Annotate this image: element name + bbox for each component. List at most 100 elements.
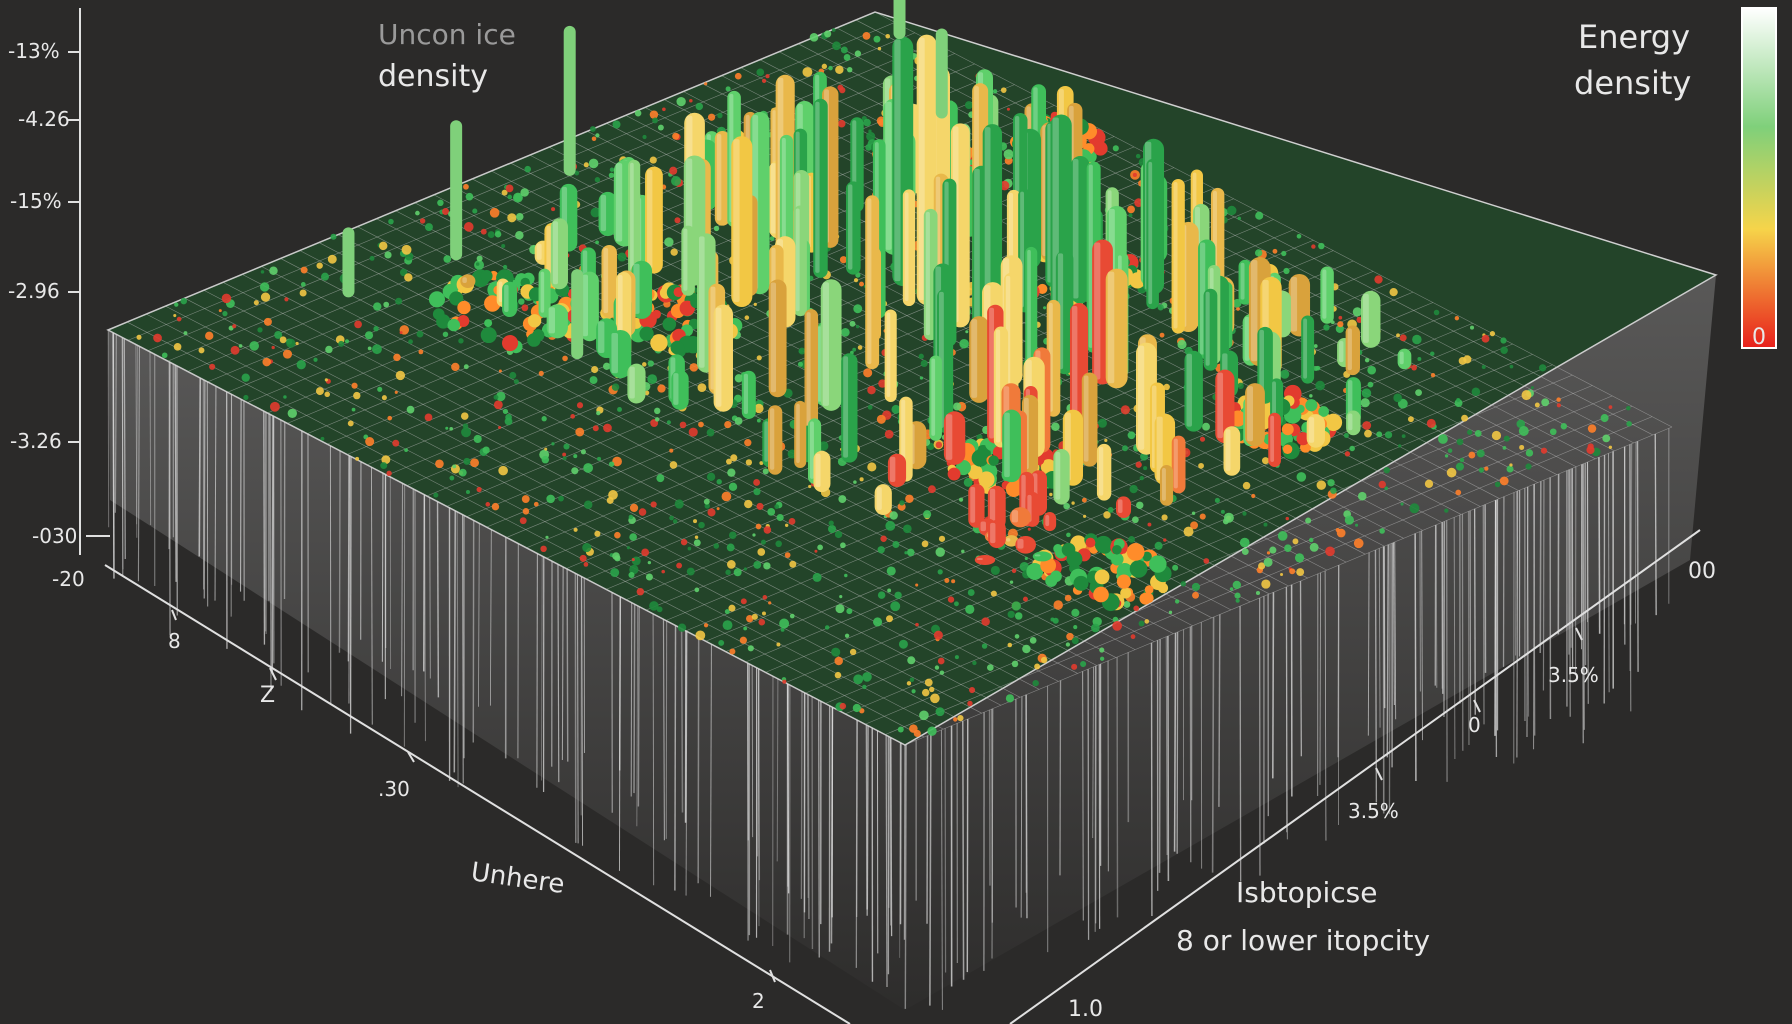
particle [753, 302, 757, 307]
particle [967, 589, 975, 596]
density-bar [1203, 288, 1218, 371]
particle [1367, 381, 1374, 388]
particle [965, 604, 975, 614]
particle [1361, 388, 1372, 398]
particle [1071, 501, 1075, 505]
particle [1396, 333, 1400, 338]
particle [269, 401, 280, 412]
particle [1540, 447, 1548, 454]
particle [1426, 418, 1436, 428]
density-bar [929, 355, 942, 441]
bar-highlight [1217, 372, 1224, 439]
bar-body [987, 485, 1006, 530]
particle [395, 297, 403, 305]
left-tick-label: Z [260, 683, 275, 708]
particle [1456, 398, 1461, 403]
particle [1220, 509, 1225, 514]
particle [674, 217, 681, 224]
particle [1143, 466, 1148, 471]
particle [818, 441, 829, 451]
particle [515, 231, 524, 240]
particle [933, 630, 943, 640]
particle [947, 596, 955, 603]
particle [999, 180, 1010, 191]
particle [774, 504, 780, 510]
particle [686, 567, 695, 576]
particle [1500, 337, 1507, 344]
particle [198, 347, 205, 354]
particle [321, 272, 330, 281]
particle [753, 479, 761, 486]
bar-body [804, 309, 819, 438]
particle [573, 527, 578, 532]
particle [1255, 211, 1264, 220]
particle [1525, 449, 1534, 457]
particle [654, 407, 661, 415]
bar-highlight [806, 312, 811, 433]
particle [1139, 475, 1145, 481]
particle [520, 188, 529, 197]
particle [1384, 486, 1389, 491]
bar-body [1306, 414, 1325, 448]
density-bar [813, 450, 831, 493]
particle [263, 317, 272, 326]
particle [241, 373, 250, 382]
particle [652, 117, 659, 124]
particle [981, 617, 990, 626]
bar-highlight [970, 486, 976, 523]
fringe-strand [1386, 544, 1390, 758]
bar-body [865, 195, 880, 370]
particle [1384, 431, 1393, 439]
particle [608, 490, 618, 500]
particle [666, 420, 671, 425]
particle [1053, 600, 1063, 610]
particle [1516, 419, 1526, 429]
particle [502, 264, 508, 270]
particle [460, 412, 469, 420]
particle [862, 31, 871, 40]
particle [802, 67, 813, 77]
particle [377, 386, 383, 392]
fringe-strand [1388, 543, 1391, 815]
particle [463, 457, 471, 465]
particle [661, 569, 665, 574]
density-bar [1268, 412, 1281, 468]
particle [1049, 492, 1053, 497]
particle [669, 166, 678, 175]
density-bar [671, 370, 689, 410]
particle [1157, 304, 1164, 311]
bar-body [1320, 266, 1334, 324]
fringe-strand [1211, 617, 1215, 873]
particle [972, 660, 977, 666]
particle [1280, 572, 1284, 577]
density-bar [1345, 325, 1360, 376]
particle [944, 577, 950, 583]
density-bar [988, 519, 1006, 549]
bar-highlight [1072, 159, 1079, 299]
particle [662, 107, 666, 112]
particle [841, 327, 850, 337]
cluster-sphere [1085, 537, 1096, 548]
particle [513, 379, 519, 385]
bar-body [1015, 535, 1036, 554]
fringe-strand [239, 399, 242, 592]
particle [1127, 205, 1135, 214]
bar-highlight [1027, 249, 1031, 385]
particle [1202, 422, 1210, 431]
particle [378, 241, 388, 251]
fringe-strand [1239, 606, 1242, 882]
particle [1237, 382, 1244, 389]
particle [230, 345, 240, 355]
particle [1327, 479, 1335, 487]
bar-body [1081, 372, 1098, 467]
cluster-sphere [1143, 593, 1154, 604]
cluster-sphere [947, 467, 961, 481]
bar-highlight [647, 169, 653, 269]
density-bar [1015, 535, 1036, 554]
fringe-strand [1272, 592, 1275, 779]
grid-line [865, 405, 1633, 725]
particle [463, 183, 469, 190]
particle [721, 491, 732, 502]
density-bar [1397, 348, 1412, 370]
particle [765, 74, 770, 79]
